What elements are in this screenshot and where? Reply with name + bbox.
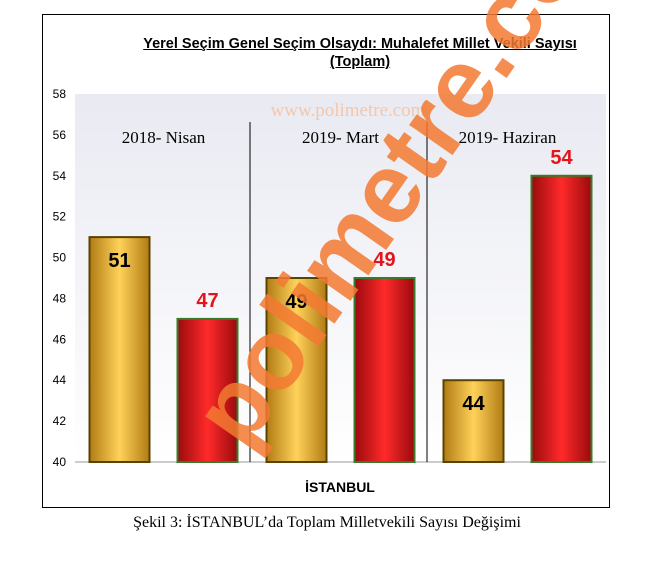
data-labels: 51 47 49 49 44 54 bbox=[108, 147, 573, 415]
y-tick-label: 46 bbox=[53, 332, 67, 346]
chart-subtitle: (Toplam) bbox=[329, 54, 391, 70]
y-tick-label: 48 bbox=[53, 291, 67, 305]
bar bbox=[88, 236, 151, 463]
y-tick-label: 56 bbox=[53, 128, 67, 142]
bar-value-label: 49 bbox=[373, 249, 395, 271]
group-labels: 2018- Nisan 2019- Mart 2019- Haziran bbox=[122, 128, 557, 147]
group-label: 2019- Mart bbox=[302, 128, 379, 147]
y-tick-label: 44 bbox=[53, 373, 67, 387]
y-tick-label: 52 bbox=[53, 210, 67, 224]
bar bbox=[176, 317, 239, 463]
y-tick-label: 40 bbox=[53, 455, 67, 469]
y-tick-label: 50 bbox=[53, 251, 67, 265]
bars bbox=[88, 174, 593, 464]
figure-caption: Şekil 3: İSTANBUL’da Toplam Milletvekili… bbox=[133, 514, 521, 531]
y-tick-label: 42 bbox=[53, 414, 67, 428]
group-dividers bbox=[249, 122, 428, 462]
bar-value-label: 47 bbox=[196, 290, 218, 312]
y-tick-label: 58 bbox=[53, 87, 67, 101]
bar bbox=[353, 277, 416, 463]
bar-value-label: 51 bbox=[108, 250, 130, 272]
bar-value-label: 54 bbox=[550, 147, 573, 169]
y-tick-label: 54 bbox=[53, 169, 67, 183]
group-label: 2019- Haziran bbox=[459, 128, 557, 147]
bar-value-label: 49 bbox=[285, 291, 307, 313]
bar bbox=[265, 277, 328, 463]
bar-value-label: 44 bbox=[462, 393, 485, 415]
chart-title: Yerel Seçim Genel Seçim Olsaydı: Muhalef… bbox=[143, 36, 577, 52]
y-axis: 40 42 44 46 48 50 52 54 56 58 bbox=[53, 87, 606, 469]
group-label: 2018- Nisan bbox=[122, 128, 206, 147]
watermark-text: www.polimetre.com bbox=[270, 100, 426, 121]
bar bbox=[442, 379, 505, 464]
bar bbox=[530, 174, 593, 463]
